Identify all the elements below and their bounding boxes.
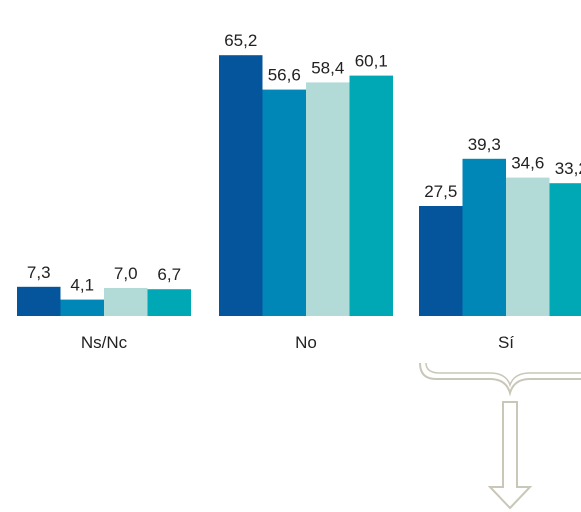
- bar-3-1: [419, 206, 463, 316]
- value-label-1-2: 4,1: [70, 276, 94, 295]
- value-label-2-2: 56,6: [268, 66, 301, 85]
- value-label-3-1: 27,5: [424, 182, 457, 201]
- value-label-3-3: 34,6: [511, 154, 544, 173]
- value-label-3-2: 39,3: [468, 135, 501, 154]
- bar-2-1: [219, 55, 263, 316]
- bar-1-2: [60, 299, 104, 316]
- bar-1-1: [17, 286, 61, 316]
- bar-3-2: [462, 158, 506, 316]
- brace-outer-shape: [419, 362, 581, 397]
- value-label-3-4: 33,2: [555, 159, 581, 178]
- value-label-1-1: 7,3: [27, 263, 51, 282]
- bar-2-2: [262, 89, 306, 316]
- down-arrow-icon: [487, 401, 533, 510]
- value-label-1-4: 6,7: [157, 265, 181, 284]
- value-label-2-1: 65,2: [224, 31, 257, 50]
- bar-1-3: [104, 288, 148, 316]
- value-label-2-3: 58,4: [311, 58, 344, 77]
- value-label-1-3: 7,0: [114, 264, 138, 283]
- bar-2-4: [349, 75, 393, 316]
- bar-3-3: [506, 177, 550, 316]
- bar-2-3: [306, 82, 350, 317]
- brace-inner-shape: [425, 362, 581, 388]
- bars-layer: [17, 55, 581, 317]
- category-label-1: Ns/Nc: [81, 333, 128, 352]
- value-labels-layer: 7,3 4,1 7,0 6,7 65,2 56,6 58,4 60,1 27,5 39,3 34,6…: [27, 31, 581, 294]
- category-label-3: Sí: [498, 333, 514, 352]
- value-label-2-4: 60,1: [355, 52, 388, 71]
- bar-1-4: [147, 289, 191, 316]
- category-labels-layer: Ns/Nc No Sí: [81, 333, 514, 352]
- brace-arrow-annotation: [419, 362, 581, 510]
- category-label-2: No: [295, 333, 317, 352]
- bar-3-4: [549, 183, 581, 316]
